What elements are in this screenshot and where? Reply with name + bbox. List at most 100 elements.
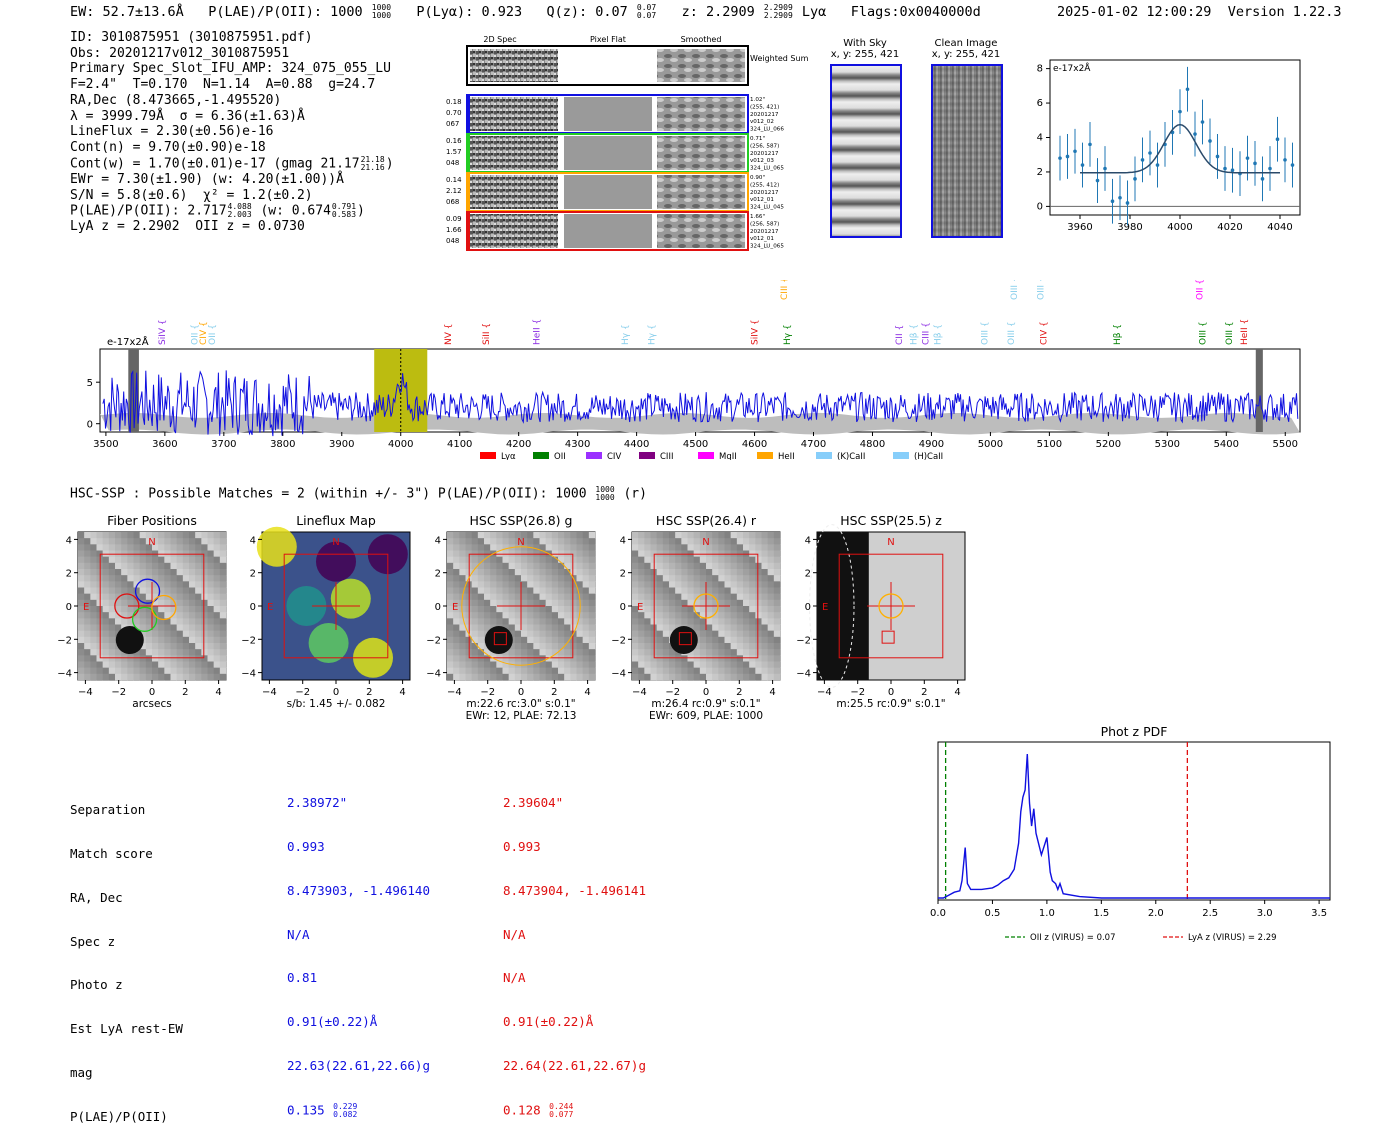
hsc-pixel	[761, 575, 768, 582]
hsc-pixel	[693, 624, 701, 631]
hsc-pixel	[84, 544, 91, 551]
hsc-pixel	[736, 643, 744, 650]
hsc-pixel	[545, 569, 553, 576]
hsc-pixel	[749, 612, 756, 619]
hsc-pixel	[736, 618, 744, 625]
hsc-pixel	[521, 649, 528, 656]
fiber-right-text: (255, 412)	[750, 182, 779, 188]
hsc-pixel	[730, 655, 738, 662]
hsc-pixel	[743, 575, 750, 582]
hsc-pixel	[195, 593, 202, 601]
hsc-pixel	[693, 532, 701, 539]
hsc-pixel	[582, 655, 590, 662]
hsc-pixel	[133, 556, 140, 564]
hsc-pixel	[693, 661, 701, 668]
hsc-pixel	[724, 556, 731, 564]
hsc-pixel	[749, 556, 756, 564]
hsc-pixel	[773, 673, 781, 681]
compass-e: E	[267, 602, 273, 613]
hsc-pixel	[176, 624, 184, 631]
hsc-pixel	[743, 612, 750, 619]
hsc-pixel	[490, 667, 497, 675]
hsc-pixel	[219, 655, 227, 662]
hsc-pixel	[182, 532, 190, 539]
hsc-pixel	[459, 661, 466, 668]
hsc-pixel	[213, 538, 221, 545]
hsc-pixel	[195, 649, 202, 656]
hsc-pixel	[152, 630, 159, 638]
hsc-pixel	[582, 587, 590, 594]
zoom-point	[1118, 195, 1122, 200]
hsc-pixel	[527, 673, 534, 681]
hsc-pixel	[736, 569, 744, 576]
hsc-pixel	[459, 575, 466, 582]
hsc-pixel	[459, 599, 466, 607]
photz-frame	[937, 741, 1331, 901]
hsc-pixel	[164, 667, 171, 675]
hsc-pixel	[551, 544, 559, 551]
hsc-pixel	[687, 575, 694, 582]
hsc-pixel	[121, 562, 128, 570]
hsc-pixel	[121, 556, 128, 564]
redshift-value: z: 2.2909	[681, 4, 755, 20]
hsc-ytick-label: −4	[796, 669, 811, 680]
hsc-pixel	[78, 643, 85, 650]
hsc-pixel	[453, 673, 460, 681]
hsc-pixel	[773, 593, 781, 601]
zoom-ytick-label: 0	[1037, 201, 1043, 212]
emission-line-label: SiIV {	[158, 319, 168, 345]
hsc-pixel	[502, 587, 509, 594]
hsc-pixel	[773, 569, 781, 576]
hsc-pixel	[551, 661, 559, 668]
hsc-pixel	[743, 538, 750, 545]
hsc-pixel	[158, 581, 165, 588]
hsc-pixel	[521, 612, 528, 619]
hsc-pixel	[718, 667, 725, 675]
col1-match-score: 0.993	[287, 838, 325, 854]
hsc-pixel	[176, 599, 184, 607]
hsc-pixel	[484, 649, 491, 656]
hsc-pixel	[669, 581, 676, 588]
fiber-right-text: (256, 587)	[750, 221, 779, 227]
hsc-pixel	[96, 673, 103, 681]
hsc-aperture-box	[468, 553, 574, 659]
hsc-pixel	[158, 544, 165, 551]
hsc-pixel	[133, 532, 140, 539]
hsc-xtick-label: 2	[551, 687, 557, 698]
fiber-color-bar	[467, 95, 470, 133]
hsc-pixel	[564, 643, 571, 650]
spectrum-xtick-label: 4800	[860, 439, 885, 450]
hsc-pixel	[219, 587, 227, 594]
hsc-ytick-label: 0	[66, 602, 72, 613]
hsc-pixel	[484, 661, 491, 668]
hsc-pixel	[706, 538, 713, 545]
hsc-pixel	[521, 636, 528, 644]
hsc-pixel	[699, 556, 707, 564]
hsc-pixel	[164, 544, 171, 551]
hsc-pixel	[484, 667, 491, 675]
hsc-pixel	[84, 661, 91, 668]
hsc-pixel	[176, 612, 184, 619]
hsc-pixel	[471, 630, 479, 638]
hsc-pixel	[459, 544, 466, 551]
hsc-pixel	[145, 544, 153, 551]
hsc-pixel	[632, 649, 639, 656]
hsc-pixel	[773, 575, 781, 582]
zoom-point	[1178, 109, 1182, 114]
hsc-pixel	[152, 569, 159, 576]
hsc-pixel	[145, 636, 153, 644]
hsc-pixel	[102, 667, 110, 675]
hsc-pixel	[699, 618, 707, 625]
hsc-pixel	[195, 673, 202, 681]
hsc-pixel	[687, 667, 694, 675]
hsc-pixel	[164, 532, 171, 539]
hsc-pixel	[582, 575, 590, 582]
hsc-pixel	[527, 575, 534, 582]
hsc-pixel	[514, 655, 522, 662]
hsc-pixel	[558, 673, 565, 681]
hsc-pixel	[662, 593, 670, 601]
hsc-pixel	[219, 667, 227, 675]
hsc-pixel	[471, 643, 479, 650]
hsc-pixel	[527, 532, 534, 539]
